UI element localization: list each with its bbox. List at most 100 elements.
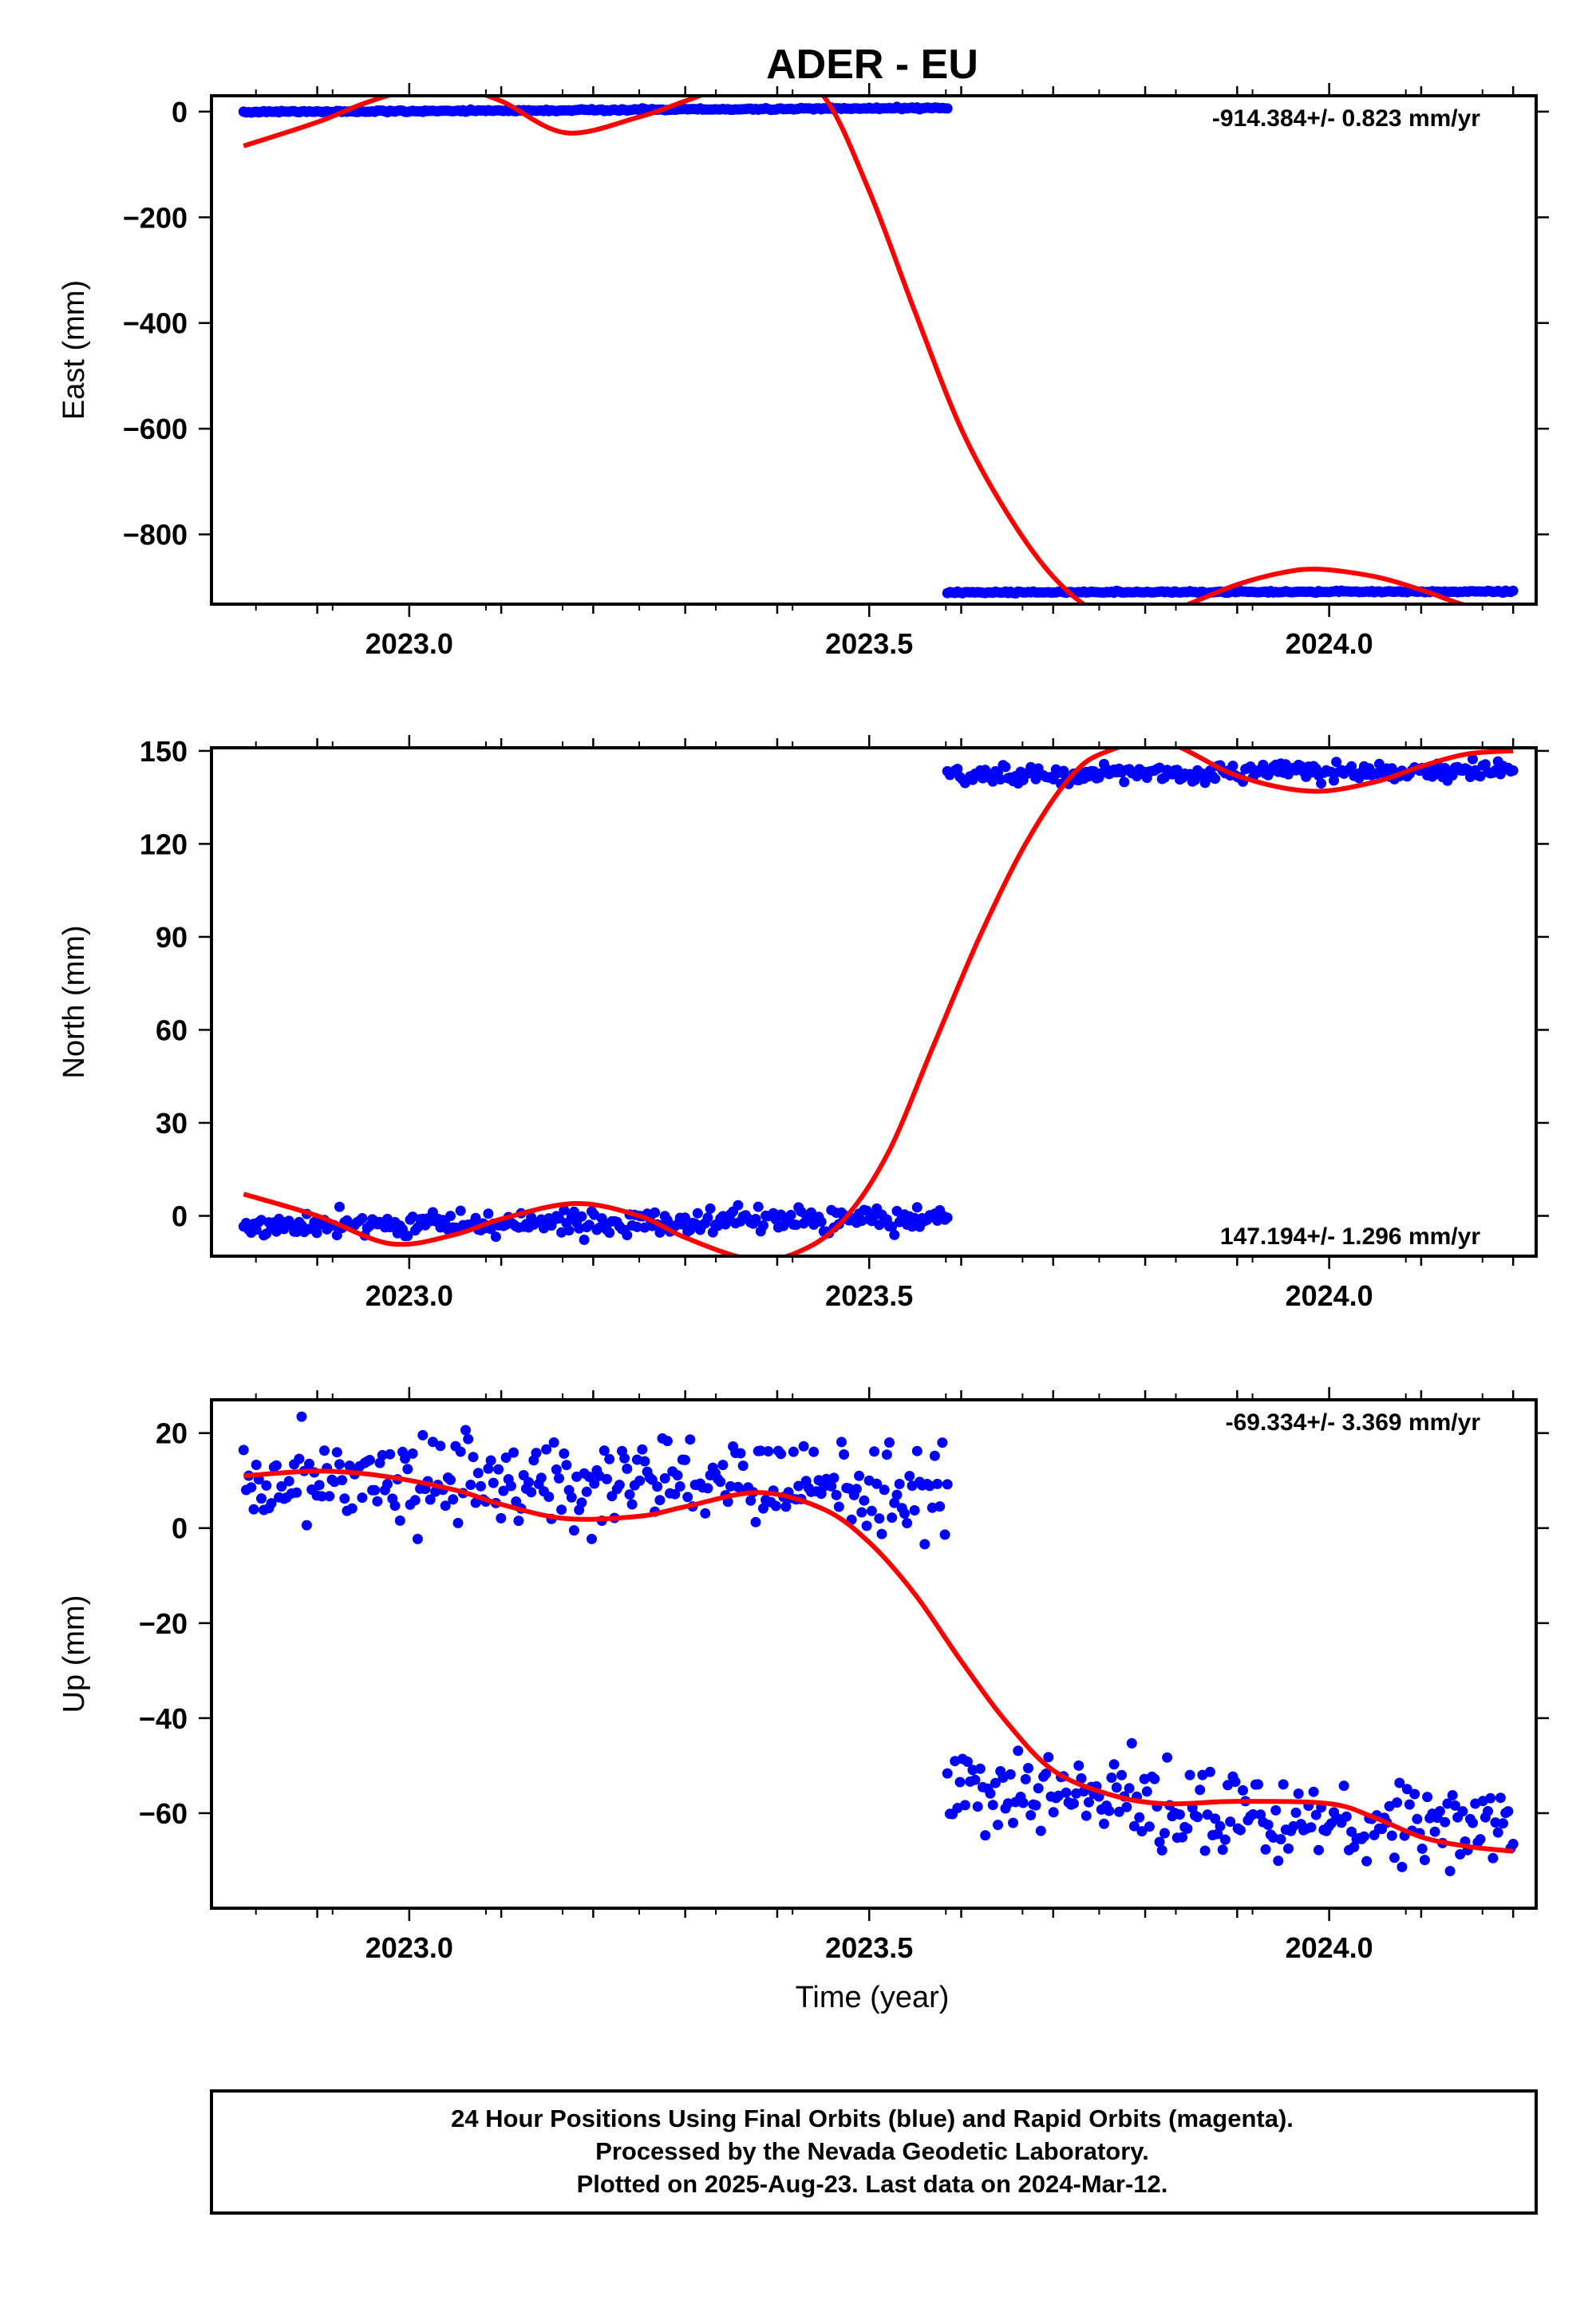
up-data-point <box>1349 1841 1360 1852</box>
up-data-point <box>1404 1799 1415 1810</box>
up-data-point <box>283 1476 294 1487</box>
east-data-point <box>1507 585 1519 596</box>
up-data-point <box>402 1464 413 1475</box>
north-data-point <box>750 1214 761 1224</box>
up-data-point <box>541 1444 552 1455</box>
up-data-point <box>1008 1817 1018 1828</box>
up-data-point <box>1020 1773 1031 1784</box>
north-x-tick-label: 2024.0 <box>1286 1279 1373 1312</box>
north-data-point <box>402 1231 413 1242</box>
up-data-point <box>346 1503 358 1514</box>
up-data-point <box>1159 1828 1170 1839</box>
up-data-point <box>455 1446 466 1457</box>
up-data-point <box>1182 1823 1193 1834</box>
up-data-point <box>1030 1800 1041 1811</box>
up-data-point <box>1389 1852 1400 1863</box>
up-data-point <box>929 1450 940 1461</box>
east-y-tick-label: 0 <box>172 96 188 128</box>
up-y-tick-label: −40 <box>139 1702 188 1735</box>
north-data-point <box>1475 771 1486 782</box>
up-data-point <box>1338 1780 1349 1792</box>
up-y-tick-label: −60 <box>139 1797 188 1830</box>
up-data-point <box>382 1479 393 1489</box>
north-data-point <box>952 764 963 774</box>
up-data-point <box>400 1453 411 1464</box>
up-data-point <box>904 1471 915 1481</box>
up-data-point <box>990 1777 1001 1788</box>
up-data-point <box>357 1492 368 1504</box>
north-data-point <box>733 1199 744 1211</box>
north-data-point <box>995 774 1006 785</box>
north-data-point <box>942 1212 953 1223</box>
up-data-point <box>526 1487 537 1498</box>
up-data-point <box>604 1453 615 1464</box>
up-data-point <box>750 1516 761 1528</box>
north-data-point <box>889 1229 900 1240</box>
up-data-point <box>884 1437 895 1448</box>
up-data-point <box>674 1481 685 1492</box>
up-data-point <box>1361 1856 1373 1867</box>
up-data-point <box>1468 1817 1478 1828</box>
east-x-tick-label: 2023.0 <box>365 627 453 660</box>
up-data-point <box>993 1820 1003 1831</box>
up-x-tick-label: 2023.0 <box>365 1931 453 1964</box>
up-data-point <box>496 1512 507 1524</box>
up-data-point <box>440 1500 451 1512</box>
up-data-point <box>1195 1784 1206 1796</box>
east-model-curve <box>243 96 1472 604</box>
up-data-point <box>1073 1760 1084 1771</box>
up-data-point <box>1156 1845 1167 1856</box>
up-data-point <box>531 1448 542 1459</box>
up-data-point <box>543 1492 555 1502</box>
up-data-point <box>576 1497 587 1508</box>
north-data-point <box>1468 753 1478 765</box>
up-rate-label: -69.334+/- 3.369 mm/yr <box>1226 1409 1481 1436</box>
north-data-point <box>1000 761 1011 773</box>
up-data-point <box>1358 1831 1369 1842</box>
up-data-point <box>1283 1843 1294 1854</box>
up-data-point <box>331 1447 342 1458</box>
north-y-axis-label: North (mm) <box>57 925 91 1078</box>
north-data-point <box>1058 765 1069 777</box>
north-data-point <box>1210 773 1221 785</box>
up-data-point <box>1444 1866 1456 1876</box>
up-y-tick-label: 0 <box>172 1512 188 1545</box>
north-y-tick-label: 150 <box>140 735 188 768</box>
up-data-point <box>1023 1763 1033 1773</box>
north-data-point <box>622 1230 633 1241</box>
up-data-point <box>394 1515 405 1526</box>
up-data-point <box>624 1489 635 1500</box>
figure-title: ADER - EU <box>766 41 978 88</box>
up-data-point <box>476 1480 486 1492</box>
north-y-tick-label: 120 <box>140 828 188 860</box>
up-data-point <box>602 1473 612 1484</box>
up-data-point <box>833 1501 844 1512</box>
up-data-point <box>1017 1797 1029 1808</box>
up-data-point <box>776 1448 787 1460</box>
up-data-point <box>1154 1836 1165 1848</box>
up-data-point <box>425 1494 436 1505</box>
up-data-point <box>1162 1752 1173 1763</box>
north-data-point <box>806 1207 816 1218</box>
up-data-point <box>319 1445 330 1456</box>
up-data-point <box>889 1497 900 1508</box>
up-data-point <box>1215 1820 1226 1832</box>
up-data-point <box>1290 1807 1302 1818</box>
north-x-tick-label: 2023.0 <box>365 1279 453 1312</box>
up-data-point <box>934 1501 946 1512</box>
up-data-point <box>296 1411 307 1422</box>
up-data-point <box>337 1475 348 1486</box>
up-data-point <box>1278 1779 1289 1790</box>
up-data-point <box>1235 1824 1246 1836</box>
up-data-point <box>377 1449 388 1460</box>
north-data-point <box>568 1206 579 1217</box>
up-data-point <box>1005 1769 1016 1780</box>
up-data-point <box>339 1493 350 1504</box>
up-data-point <box>1124 1783 1135 1794</box>
up-data-point <box>513 1516 524 1527</box>
north-x-tick-label: 2023.5 <box>825 1279 913 1312</box>
up-data-point <box>894 1479 905 1489</box>
east-plot-area <box>238 96 1519 604</box>
up-data-point <box>871 1478 883 1489</box>
up-data-point <box>1204 1766 1215 1777</box>
